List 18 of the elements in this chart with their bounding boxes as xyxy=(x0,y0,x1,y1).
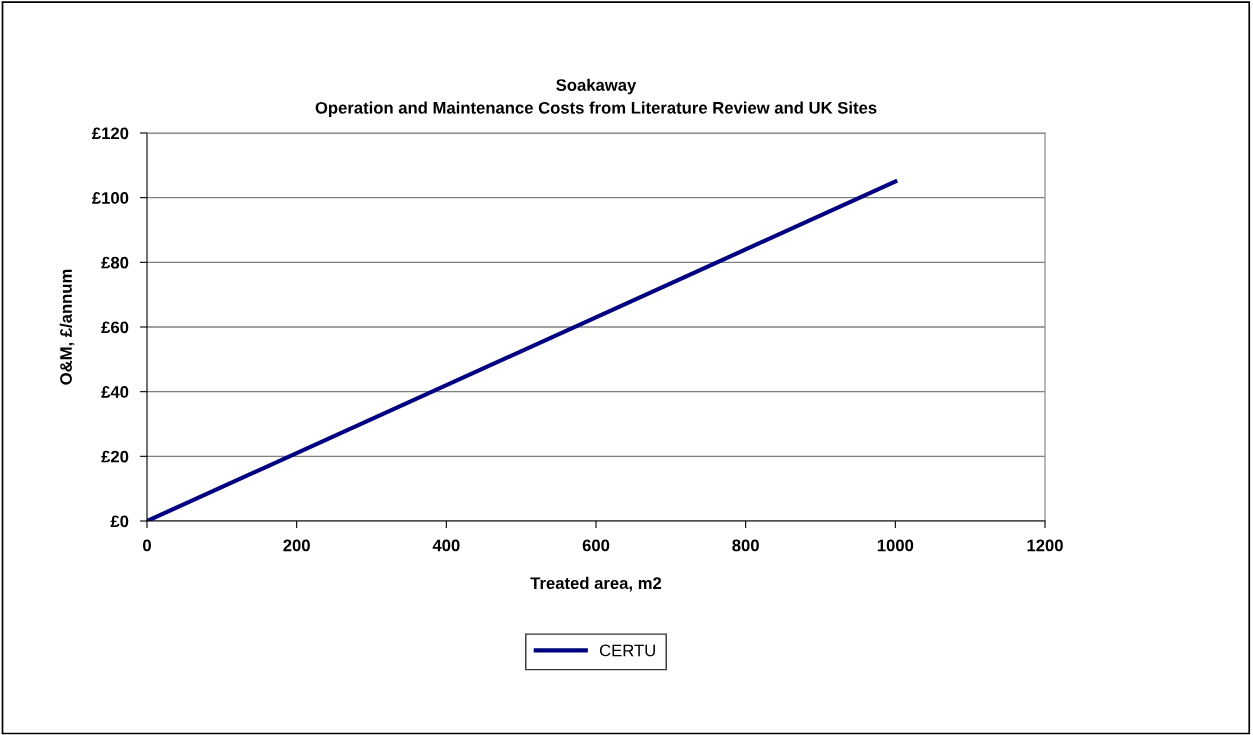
y-tick-label: £80 xyxy=(101,256,129,269)
y-tick-label: £60 xyxy=(101,321,129,334)
chart-title: Soakaway Operation and Maintenance Costs from Literature Review and UK Sites xyxy=(315,78,877,118)
x-tick-label: 600 xyxy=(582,539,610,552)
y-tick-label: £100 xyxy=(92,192,129,204)
y-tick-label: £120 xyxy=(92,127,129,140)
x-tick-label: 800 xyxy=(732,539,759,552)
x-tick-label: 400 xyxy=(432,539,460,552)
x-tick-label: 1200 xyxy=(1027,539,1063,552)
x-tick-label: 0 xyxy=(143,539,151,552)
y-axis-title: O&M, £/annum xyxy=(59,269,75,385)
x-tick-label: 200 xyxy=(283,539,310,552)
y-tick-label: £20 xyxy=(101,450,129,463)
x-axis-title: Treated area, m2 xyxy=(530,576,662,592)
y-tick-label: £40 xyxy=(101,386,129,398)
x-tick-label: 1000 xyxy=(877,539,914,552)
y-tick-label: £0 xyxy=(110,515,129,528)
legend-label: CERTU xyxy=(599,644,655,657)
